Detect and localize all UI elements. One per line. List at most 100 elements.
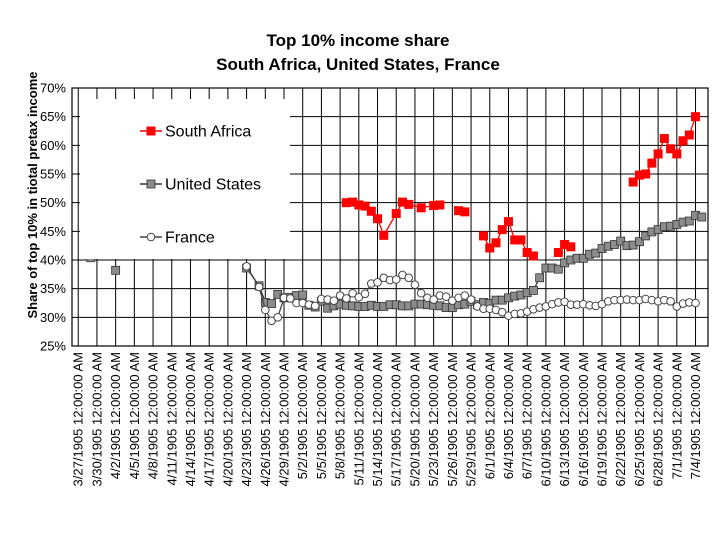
series-group [86, 112, 707, 326]
x-tick-label: 6/10/1905 12:00:00 AM [538, 352, 553, 486]
x-tick-label: 5/20/1905 12:00:00 AM [407, 352, 422, 486]
x-tick-label: 6/22/1905 12:00:00 AM [613, 352, 628, 486]
legend-label: France [165, 230, 215, 247]
x-tick-label: 5/8/1905 12:00:00 AM [333, 352, 348, 479]
x-tick-label: 4/23/1905 12:00:00 AM [239, 352, 254, 486]
data-point-marker [416, 203, 426, 213]
data-point-marker [678, 136, 688, 146]
data-point-marker [591, 248, 601, 258]
x-tick-label: 6/4/1905 12:00:00 AM [501, 352, 516, 479]
data-point-marker [410, 280, 420, 289]
legend-box [80, 99, 290, 259]
y-tick-label: 55% [40, 167, 66, 182]
series-france [242, 262, 700, 326]
data-point-marker [298, 290, 308, 300]
data-point-marker [267, 299, 276, 308]
data-point-marker [146, 232, 156, 242]
data-point-marker [379, 230, 389, 240]
x-tick-label: 6/7/1905 12:00:00 AM [520, 352, 535, 479]
y-axis: 25% 30% 35% 40% 45% 50% 55% 60% 65% 70% [40, 81, 66, 354]
data-point-marker [242, 262, 251, 271]
data-point-marker [691, 112, 701, 122]
data-point-marker [254, 282, 264, 292]
data-point-marker [647, 158, 657, 168]
x-tick-label: 5/17/1905 12:00:00 AM [389, 352, 404, 486]
data-point-marker [360, 201, 370, 211]
data-point-marker [416, 288, 426, 298]
data-point-marker [404, 273, 414, 283]
data-point-marker [391, 209, 401, 219]
x-tick-label: 4/5/1905 12:00:00 AM [127, 352, 142, 479]
y-tick-label: 30% [40, 310, 66, 325]
x-tick-label: 6/19/1905 12:00:00 AM [595, 352, 610, 486]
data-point-marker [146, 179, 156, 189]
x-tick-label: 6/25/1905 12:00:00 AM [632, 352, 647, 486]
legend-item: United States [140, 177, 261, 194]
data-point-marker [429, 295, 438, 304]
y-axis-label: Share of top 10% in tiotal pretax income [25, 71, 40, 318]
x-tick-label: 4/11/1905 12:00:00 AM [164, 352, 179, 485]
data-point-marker [260, 305, 270, 315]
data-point-marker [491, 238, 501, 248]
y-tick-label: 65% [40, 109, 66, 124]
x-tick-label: 5/5/1905 12:00:00 AM [314, 352, 329, 479]
data-point-marker [146, 126, 156, 136]
data-point-marker [479, 231, 489, 241]
data-point-marker [628, 177, 638, 187]
data-point-marker [466, 295, 476, 304]
x-tick-label: 4/17/1905 12:00:00 AM [202, 352, 217, 486]
data-point-marker [529, 285, 538, 295]
data-point-marker [485, 243, 495, 253]
x-tick-label: 6/13/1905 12:00:00 AM [557, 352, 572, 486]
y-tick-label: 35% [40, 281, 66, 296]
data-point-marker [684, 130, 694, 140]
legend: South Africa United States France [80, 99, 290, 259]
data-point-marker [435, 200, 445, 210]
data-point-marker [553, 264, 563, 274]
y-tick-label: 25% [40, 339, 66, 354]
legend-item: France [140, 230, 215, 247]
data-point-marker [310, 301, 320, 311]
legend-label: South Africa [165, 124, 251, 141]
data-point-marker [441, 292, 451, 301]
x-tick-label: 4/14/1905 12:00:00 AM [183, 352, 198, 486]
x-tick-label: 5/14/1905 12:00:00 AM [370, 352, 385, 486]
y-tick-label: 50% [40, 195, 66, 210]
data-point-marker [373, 214, 383, 224]
y-tick-label: 40% [40, 253, 66, 268]
data-point-marker [697, 212, 707, 222]
x-tick-label: 3/30/1905 12:00:00 AM [89, 352, 104, 486]
x-tick-label: 6/16/1905 12:00:00 AM [576, 352, 591, 486]
data-point-marker [528, 251, 538, 261]
data-point-marker [391, 275, 401, 284]
x-tick-label: 4/8/1905 12:00:00 AM [146, 352, 161, 479]
chart-title: Top 10% income share [267, 31, 450, 50]
x-tick-label: 4/29/1905 12:00:00 AM [277, 352, 292, 486]
x-tick-label: 4/26/1905 12:00:00 AM [258, 352, 273, 486]
y-tick-label: 60% [40, 138, 66, 153]
x-tick-label: 6/28/1905 12:00:00 AM [651, 352, 666, 486]
data-point-marker [666, 296, 675, 306]
data-point-marker [497, 225, 507, 235]
data-point-marker [553, 248, 563, 258]
data-point-marker [373, 278, 382, 287]
x-tick-label: 5/2/1905 12:00:00 AM [295, 352, 310, 479]
data-point-marker [360, 289, 370, 299]
y-tick-label: 70% [40, 81, 66, 96]
y-tick-label: 45% [40, 224, 66, 239]
data-point-marker [653, 149, 663, 159]
data-point-marker [566, 242, 576, 252]
x-tick-label: 5/11/1905 12:00:00 AM [351, 352, 366, 485]
data-point-marker [273, 313, 283, 322]
data-point-marker [616, 236, 626, 246]
x-tick-label: 5/26/1905 12:00:00 AM [445, 352, 460, 486]
data-point-marker [329, 296, 339, 306]
x-tick-label: 6/1/1905 12:00:00 AM [482, 352, 497, 479]
data-point-marker [342, 294, 351, 303]
data-point-marker [684, 216, 694, 226]
chart-subtitle: South Africa, United States, France [216, 55, 500, 74]
legend-label: United States [165, 177, 261, 194]
data-point-marker [659, 133, 669, 143]
